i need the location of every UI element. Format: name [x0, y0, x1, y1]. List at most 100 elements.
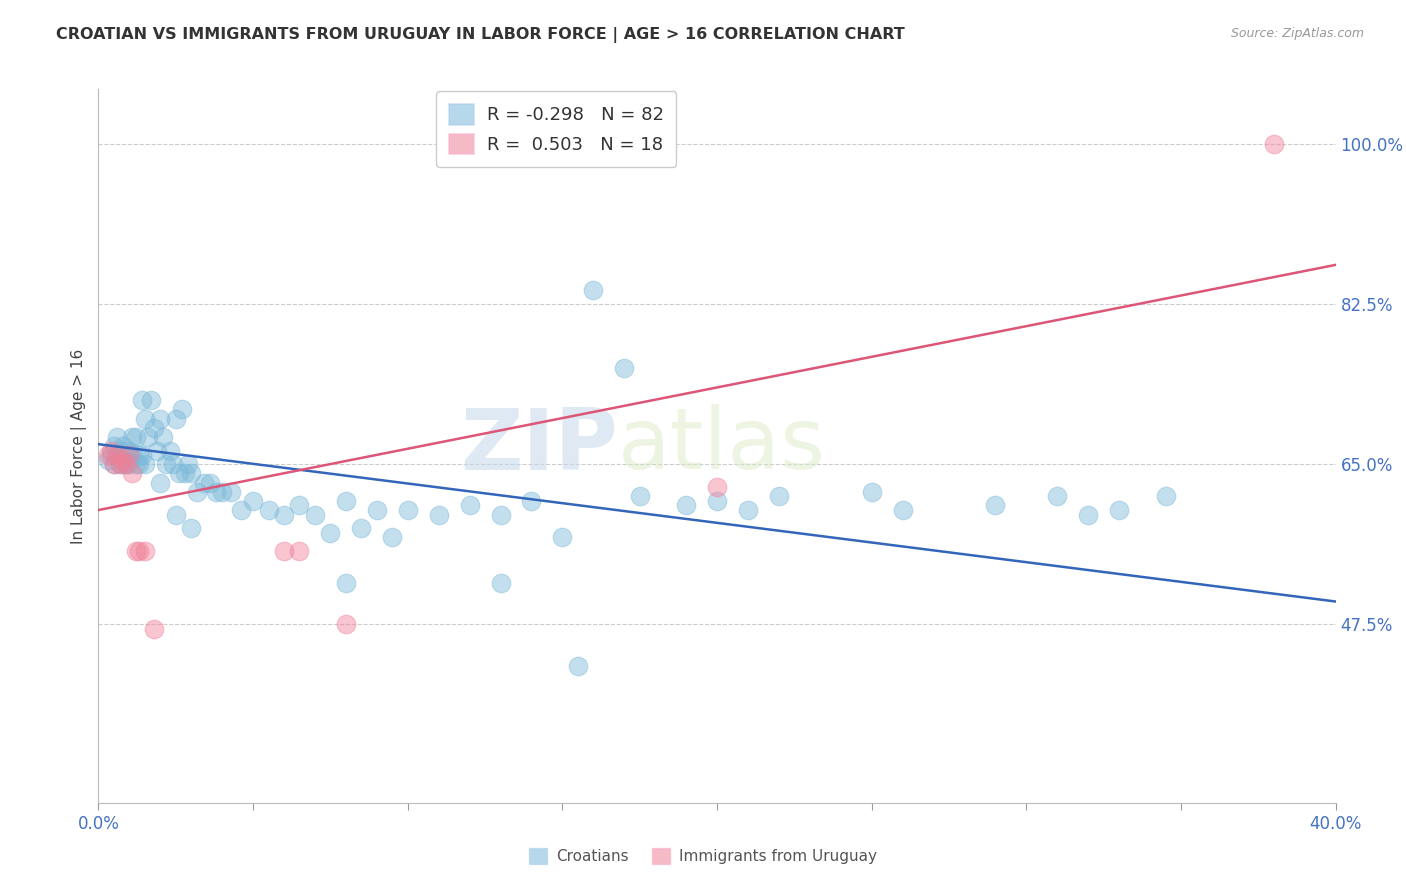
Point [131, 448, 153, 462]
Point [149, 411, 172, 425]
Point [288, 544, 311, 558]
Point [149, 475, 172, 490]
Point [124, 430, 146, 444]
Point [628, 489, 651, 503]
Point [112, 458, 135, 472]
Point [335, 617, 357, 632]
Point [121, 430, 143, 444]
Point [613, 361, 636, 376]
Point [1108, 503, 1130, 517]
Point [768, 489, 790, 503]
Point [567, 658, 589, 673]
Point [134, 458, 156, 472]
Point [582, 284, 605, 298]
Point [257, 503, 280, 517]
Point [167, 467, 190, 481]
Point [128, 544, 150, 558]
Point [221, 484, 243, 499]
Point [242, 494, 264, 508]
Point [159, 443, 181, 458]
Point [112, 439, 135, 453]
Point [520, 494, 543, 508]
Point [134, 544, 156, 558]
Point [143, 420, 166, 434]
Point [675, 499, 697, 513]
Point [152, 430, 174, 444]
Point [121, 448, 143, 462]
Point [146, 443, 169, 458]
Point [984, 499, 1007, 513]
Point [105, 448, 128, 462]
Point [1077, 508, 1099, 522]
Point [128, 448, 150, 462]
Point [134, 411, 156, 425]
Point [198, 475, 221, 490]
Y-axis label: In Labor Force | Age > 16: In Labor Force | Age > 16 [72, 349, 87, 543]
Point [551, 531, 574, 545]
Point [273, 508, 295, 522]
Point [186, 484, 208, 499]
Point [108, 443, 131, 458]
Point [112, 452, 135, 467]
Point [737, 503, 759, 517]
Point [489, 508, 512, 522]
Text: CROATIAN VS IMMIGRANTS FROM URUGUAY IN LABOR FORCE | AGE > 16 CORRELATION CHART: CROATIAN VS IMMIGRANTS FROM URUGUAY IN L… [56, 27, 905, 43]
Point [124, 458, 146, 472]
Point [103, 458, 125, 472]
Point [143, 622, 166, 636]
Legend: R = -0.298   N = 82, R =  0.503   N = 18: R = -0.298 N = 82, R = 0.503 N = 18 [436, 91, 676, 167]
Point [177, 458, 200, 472]
Point [97, 452, 120, 467]
Point [396, 503, 419, 517]
Point [860, 484, 883, 499]
Point [170, 402, 193, 417]
Point [174, 467, 197, 481]
Point [118, 458, 141, 472]
Point [304, 508, 326, 522]
Point [229, 503, 252, 517]
Point [288, 499, 311, 513]
Point [118, 443, 141, 458]
Text: ZIP: ZIP [460, 404, 619, 488]
Legend: Croatians, Immigrants from Uruguay: Croatians, Immigrants from Uruguay [523, 842, 883, 871]
Point [335, 494, 357, 508]
Point [108, 458, 131, 472]
Point [891, 503, 914, 517]
Point [115, 448, 138, 462]
Point [115, 458, 138, 472]
Point [193, 475, 215, 490]
Point [105, 430, 128, 444]
Point [165, 411, 187, 425]
Point [115, 458, 138, 472]
Point [165, 508, 187, 522]
Point [139, 393, 162, 408]
Point [180, 521, 202, 535]
Point [706, 494, 728, 508]
Point [162, 458, 184, 472]
Point [100, 443, 122, 458]
Point [100, 448, 122, 462]
Point [1046, 489, 1069, 503]
Text: Source: ZipAtlas.com: Source: ZipAtlas.com [1230, 27, 1364, 40]
Point [319, 525, 342, 540]
Point [706, 480, 728, 494]
Point [211, 484, 233, 499]
Point [155, 458, 177, 472]
Point [1154, 489, 1177, 503]
Text: atlas: atlas [619, 404, 827, 488]
Point [105, 448, 128, 462]
Point [350, 521, 373, 535]
Point [381, 531, 404, 545]
Point [136, 430, 159, 444]
Point [128, 458, 150, 472]
Point [180, 467, 202, 481]
Point [124, 544, 146, 558]
Point [97, 448, 120, 462]
Point [103, 439, 125, 453]
Point [118, 448, 141, 462]
Point [335, 576, 357, 591]
Point [131, 393, 153, 408]
Point [366, 503, 388, 517]
Point [273, 544, 295, 558]
Point [427, 508, 450, 522]
